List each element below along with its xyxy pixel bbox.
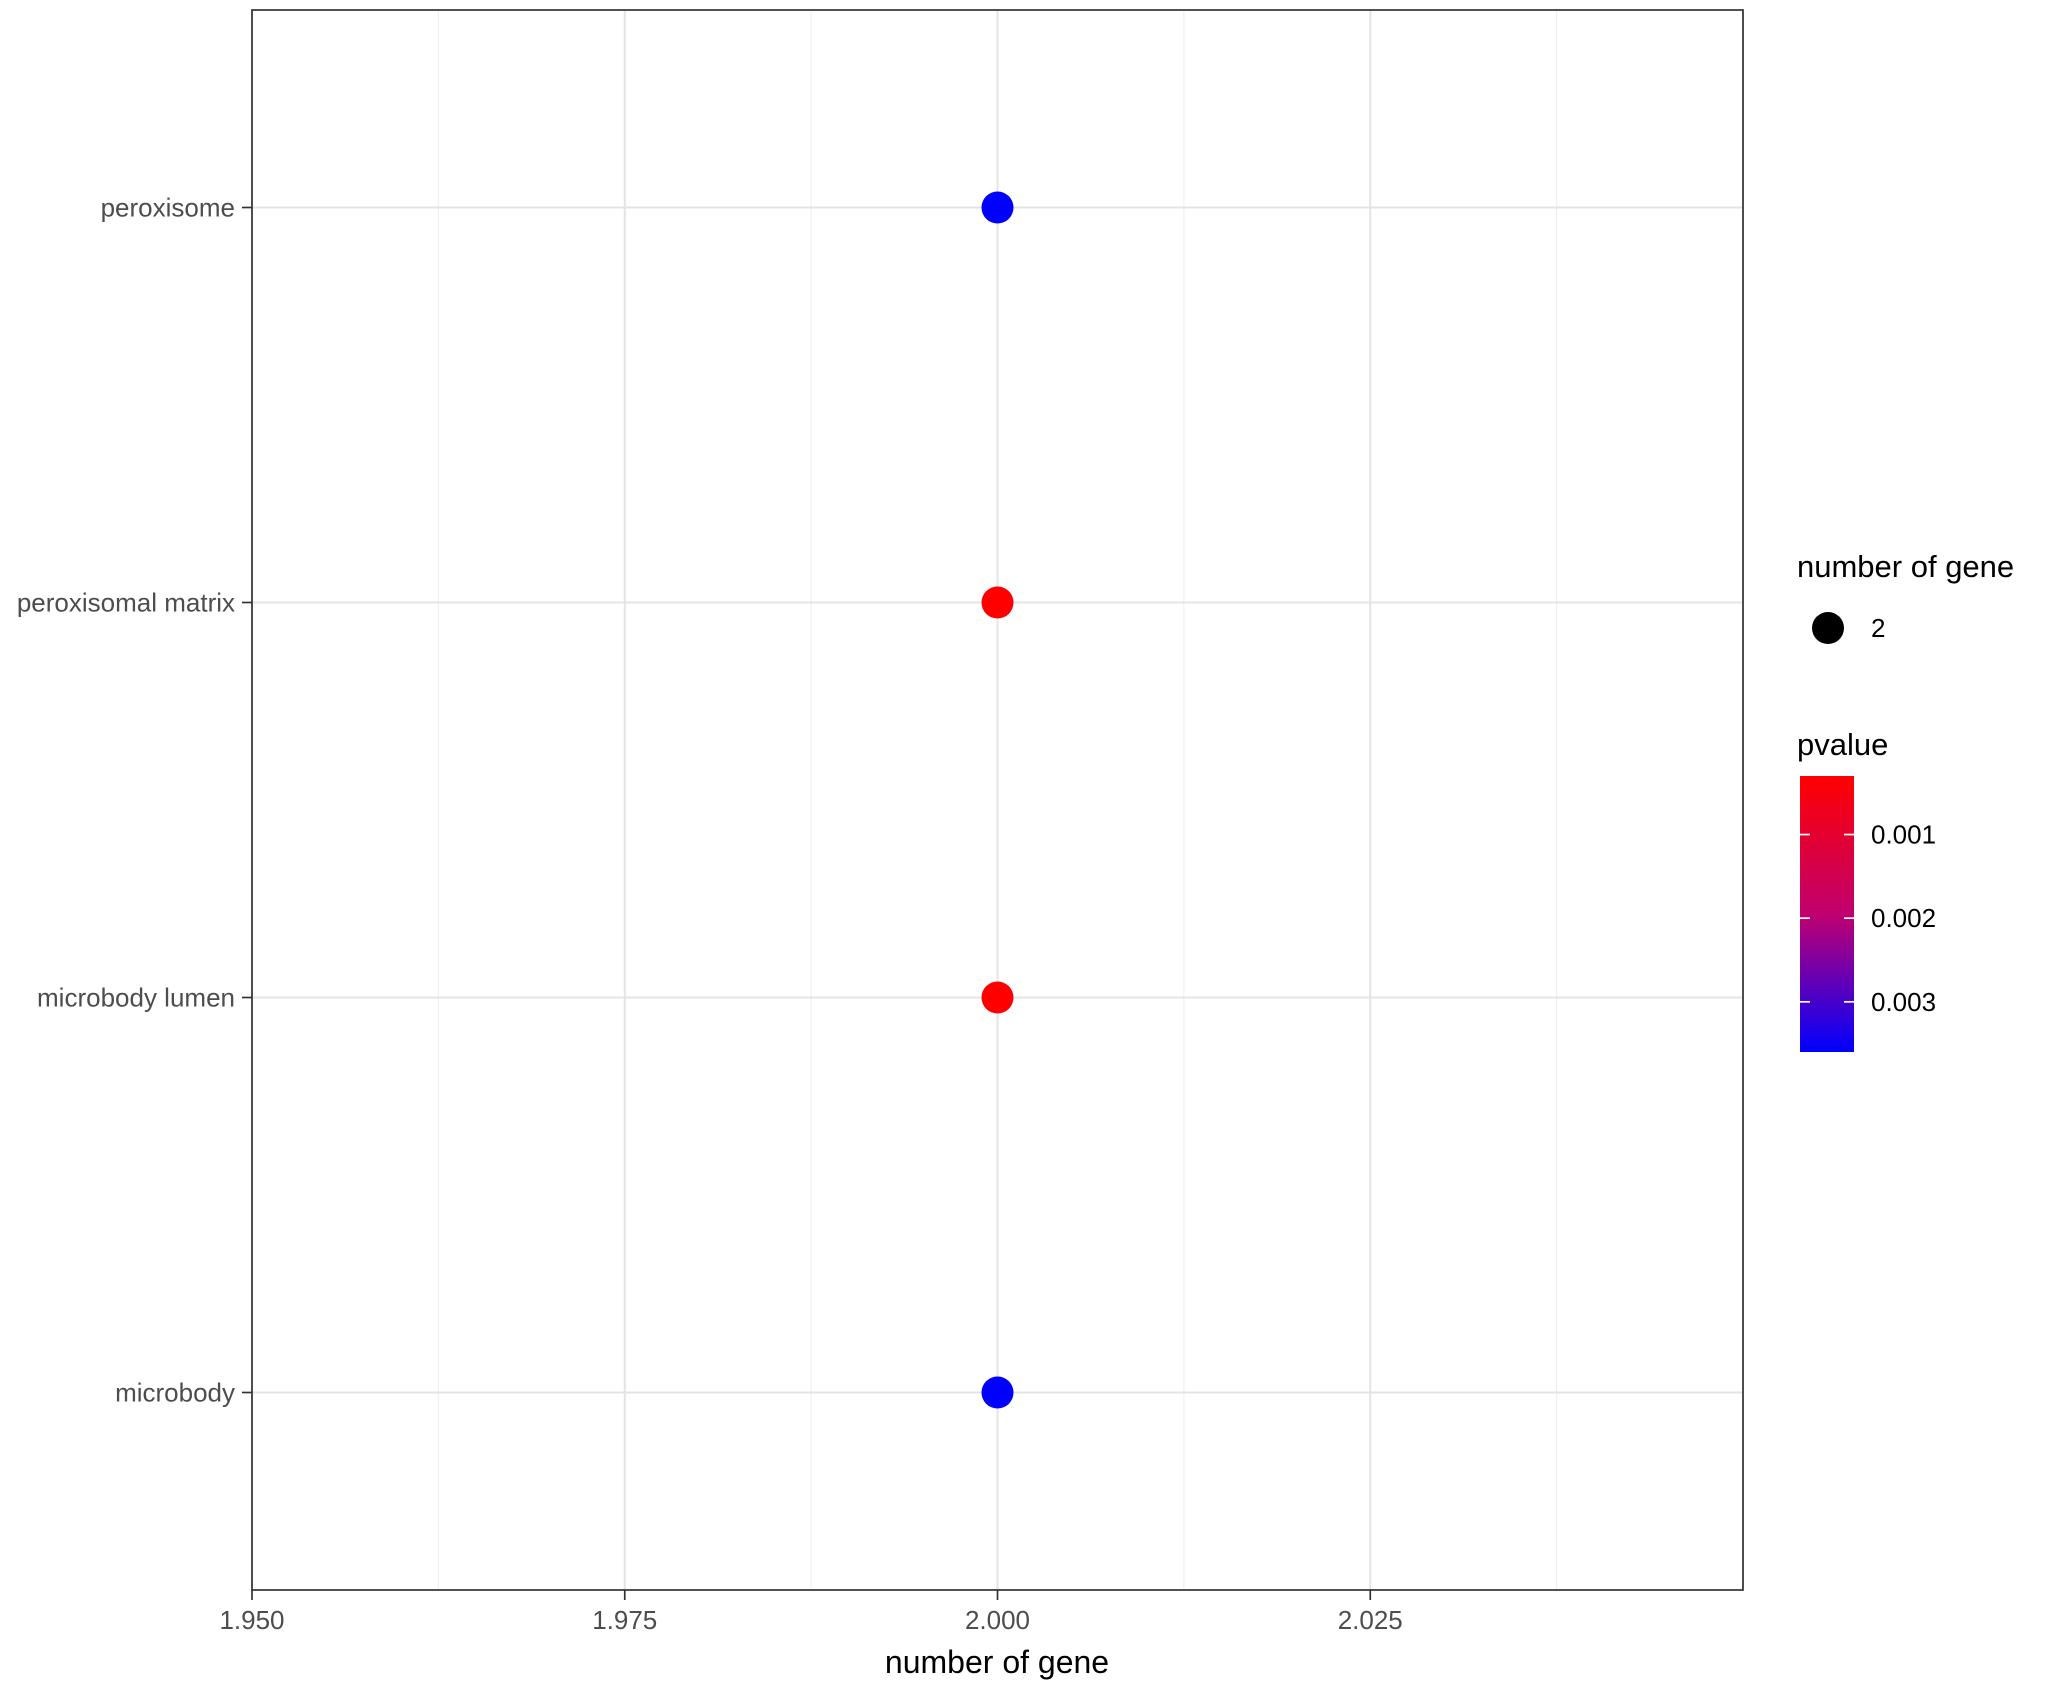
colorbar-tick-label: 0.001 [1871, 820, 1936, 850]
y-axis: peroxisome peroxisomal matrix microbody lu… [17, 193, 252, 1408]
x-axis-tick-label: 2.025 [1338, 1605, 1403, 1635]
colorbar-tick-label: 0.002 [1871, 903, 1936, 933]
x-axis-title: number of gene [885, 1644, 1109, 1680]
data-point [981, 586, 1014, 619]
size-legend-title: number of gene [1797, 549, 2014, 584]
x-axis-tick-label: 1.975 [592, 1605, 657, 1635]
x-axis-tick-label: 1.950 [219, 1605, 284, 1635]
data-point [981, 1376, 1014, 1409]
color-legend-ticks: 0.001 0.002 0.003 [1800, 820, 1936, 1017]
colorbar-tick-label: 0.003 [1871, 987, 1936, 1017]
y-axis-tick-label: peroxisome [101, 193, 235, 223]
color-legend-title: pvalue [1797, 727, 1888, 762]
size-legend-entries: 2 [1812, 612, 1885, 644]
x-axis: 1.950 1.975 2.000 2.025 [219, 1590, 1403, 1635]
legend: number of gene 2 pvalue 0.001 0.002 0.003 [1797, 549, 2014, 1052]
size-legend-key [1812, 612, 1844, 644]
data-point [981, 191, 1014, 224]
y-axis-tick-label: peroxisomal matrix [17, 588, 235, 618]
size-legend-label: 2 [1871, 613, 1885, 643]
color-legend-colorbar [1800, 776, 1854, 1052]
y-axis-tick-label: microbody lumen [37, 983, 235, 1013]
data-point [981, 981, 1014, 1014]
x-axis-tick-label: 2.000 [965, 1605, 1030, 1635]
data-points [981, 191, 1014, 1409]
y-axis-tick-label: microbody [115, 1378, 235, 1408]
gridlines [251, 10, 1744, 1590]
